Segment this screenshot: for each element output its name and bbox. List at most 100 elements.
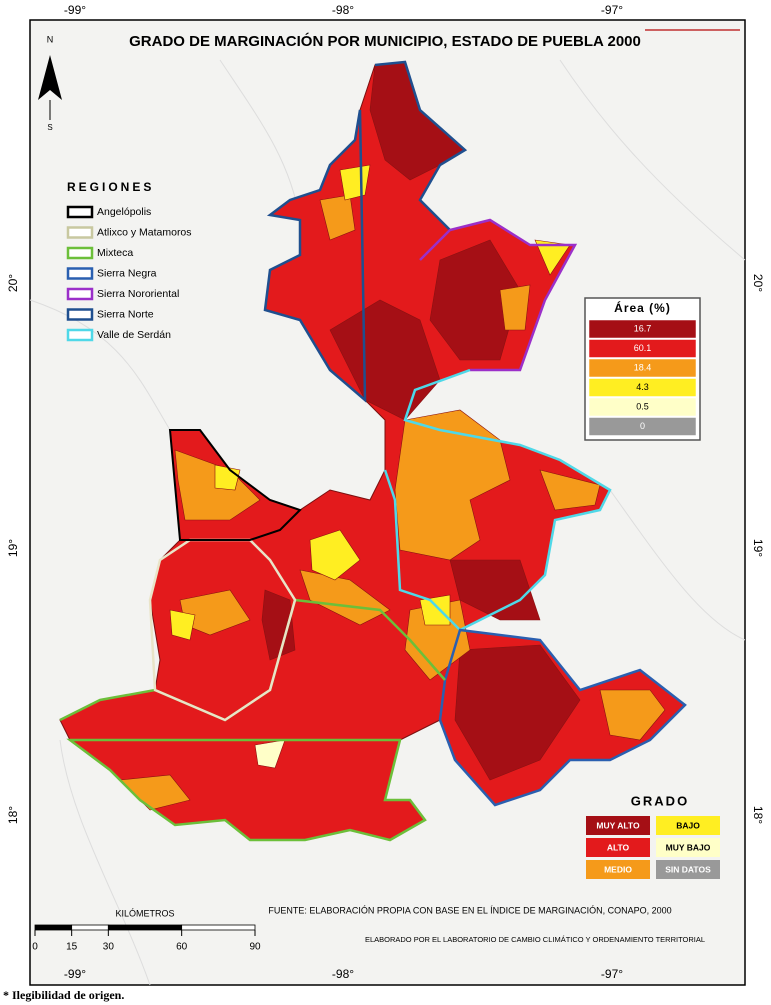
scale-segment bbox=[34, 924, 73, 931]
municipalities bbox=[119, 61, 666, 811]
border-line bbox=[29, 299, 171, 431]
latitude-label: 19° bbox=[6, 539, 20, 557]
area-row bbox=[588, 319, 697, 339]
compass-north: N bbox=[47, 34, 54, 44]
grado-label: MUY BAJO bbox=[666, 842, 711, 852]
region-label: Atlixco y Matamoros bbox=[97, 226, 192, 238]
region-label: Valle de Serdán bbox=[97, 329, 171, 341]
scale-tick-label: 30 bbox=[103, 942, 115, 953]
municipality bbox=[214, 464, 241, 491]
area-row bbox=[588, 378, 697, 397]
latitude-label: 18° bbox=[6, 806, 20, 824]
longitude-label: -97° bbox=[601, 967, 623, 981]
scale-segment bbox=[107, 924, 183, 931]
border-line bbox=[559, 59, 746, 261]
municipality bbox=[394, 409, 511, 561]
latitude-label: 18° bbox=[751, 806, 765, 824]
region-label: Sierra Negra bbox=[97, 267, 157, 279]
municipality bbox=[599, 689, 666, 741]
region-label: Sierra Norte bbox=[97, 308, 154, 320]
municipality bbox=[254, 739, 286, 769]
municipality bbox=[539, 469, 601, 511]
scale-segment bbox=[181, 924, 256, 931]
grado-label: MEDIO bbox=[604, 864, 632, 874]
atlixco-outline bbox=[148, 538, 297, 722]
region-swatch bbox=[66, 267, 94, 280]
grado-label: SIN DATOS bbox=[665, 864, 711, 874]
neighbor-borders bbox=[29, 59, 746, 986]
border-line bbox=[609, 489, 746, 641]
longitude-label: -99° bbox=[64, 3, 86, 17]
grado-swatch bbox=[656, 838, 720, 857]
longitude-label: -98° bbox=[332, 967, 354, 981]
grado-swatch bbox=[586, 838, 650, 857]
grado-swatch bbox=[586, 860, 650, 879]
scale-segment bbox=[71, 924, 109, 931]
municipality bbox=[534, 239, 571, 276]
municipality bbox=[299, 569, 391, 626]
credit-text: ELABORADO POR EL LABORATORIO DE CAMBIO C… bbox=[365, 935, 705, 944]
municipality bbox=[499, 284, 531, 331]
area-value: 0 bbox=[640, 421, 645, 431]
regions-title: REGIONES bbox=[67, 180, 154, 194]
scale-title: KILÓMETROS bbox=[115, 908, 174, 918]
map-title: GRADO DE MARGINACIÓN POR MUNICIPIO, ESTA… bbox=[129, 32, 641, 50]
municipality bbox=[449, 559, 541, 621]
longitude-label: -98° bbox=[332, 3, 354, 17]
area-row bbox=[588, 358, 697, 378]
area-value: 16.7 bbox=[634, 323, 652, 333]
region-swatch bbox=[66, 328, 94, 342]
border-line bbox=[59, 739, 151, 986]
sierra-nororiental-outline bbox=[419, 218, 578, 372]
municipality bbox=[419, 594, 451, 626]
region-label: Mixteca bbox=[97, 247, 133, 259]
municipality bbox=[261, 589, 296, 661]
angelopolis-outline bbox=[168, 429, 302, 541]
longitude-label: -97° bbox=[601, 3, 623, 17]
scale-tick-label: 15 bbox=[66, 942, 78, 953]
region-swatch bbox=[66, 226, 94, 239]
source-text: FUENTE: ELABORACIÓN PROPIA CON BASE EN E… bbox=[268, 905, 671, 915]
grado-swatch bbox=[656, 860, 720, 879]
region-label: Angelópolis bbox=[97, 206, 151, 218]
region-label: Sierra Nororiental bbox=[97, 288, 179, 300]
region-swatch bbox=[66, 287, 94, 301]
scale-tick-label: 60 bbox=[176, 942, 188, 953]
valle-serdan-outline bbox=[383, 368, 612, 632]
municipality bbox=[319, 194, 356, 241]
municipality bbox=[454, 644, 581, 781]
latitude-label: 20° bbox=[751, 274, 765, 292]
grado-label: MUY ALTO bbox=[596, 820, 640, 830]
grado-label: ALTO bbox=[607, 842, 630, 852]
sierra-negra-outline bbox=[438, 628, 687, 807]
area-row bbox=[588, 397, 697, 417]
longitude-label: -99° bbox=[64, 967, 86, 981]
compass-south: S bbox=[47, 123, 52, 132]
latitude-label: 19° bbox=[751, 539, 765, 557]
municipality bbox=[309, 529, 361, 581]
area-row bbox=[588, 339, 697, 358]
area-row bbox=[588, 417, 697, 436]
area-value: 60.1 bbox=[634, 343, 652, 353]
area-table-header: Área (%) bbox=[614, 300, 671, 315]
grado-swatch bbox=[656, 816, 720, 835]
municipality bbox=[169, 609, 196, 641]
region-swatch bbox=[66, 205, 94, 219]
area-value: 18.4 bbox=[634, 362, 652, 372]
grado-swatch bbox=[586, 816, 650, 835]
region-outlines bbox=[59, 60, 687, 842]
scale-tick-label: 0 bbox=[32, 942, 38, 953]
region-swatch bbox=[66, 246, 94, 260]
municipality bbox=[429, 239, 521, 361]
footnote: * Ilegibilidad de origen. bbox=[3, 988, 124, 1002]
grado-label: BAJO bbox=[676, 820, 700, 830]
area-value: 4.3 bbox=[636, 382, 649, 392]
latitude-label: 20° bbox=[6, 274, 20, 292]
area-value: 0.5 bbox=[636, 401, 649, 411]
scale-tick-label: 90 bbox=[249, 942, 261, 953]
region-swatch bbox=[66, 308, 94, 321]
grado-title: GRADO bbox=[631, 793, 689, 808]
north-arrow bbox=[38, 55, 62, 100]
